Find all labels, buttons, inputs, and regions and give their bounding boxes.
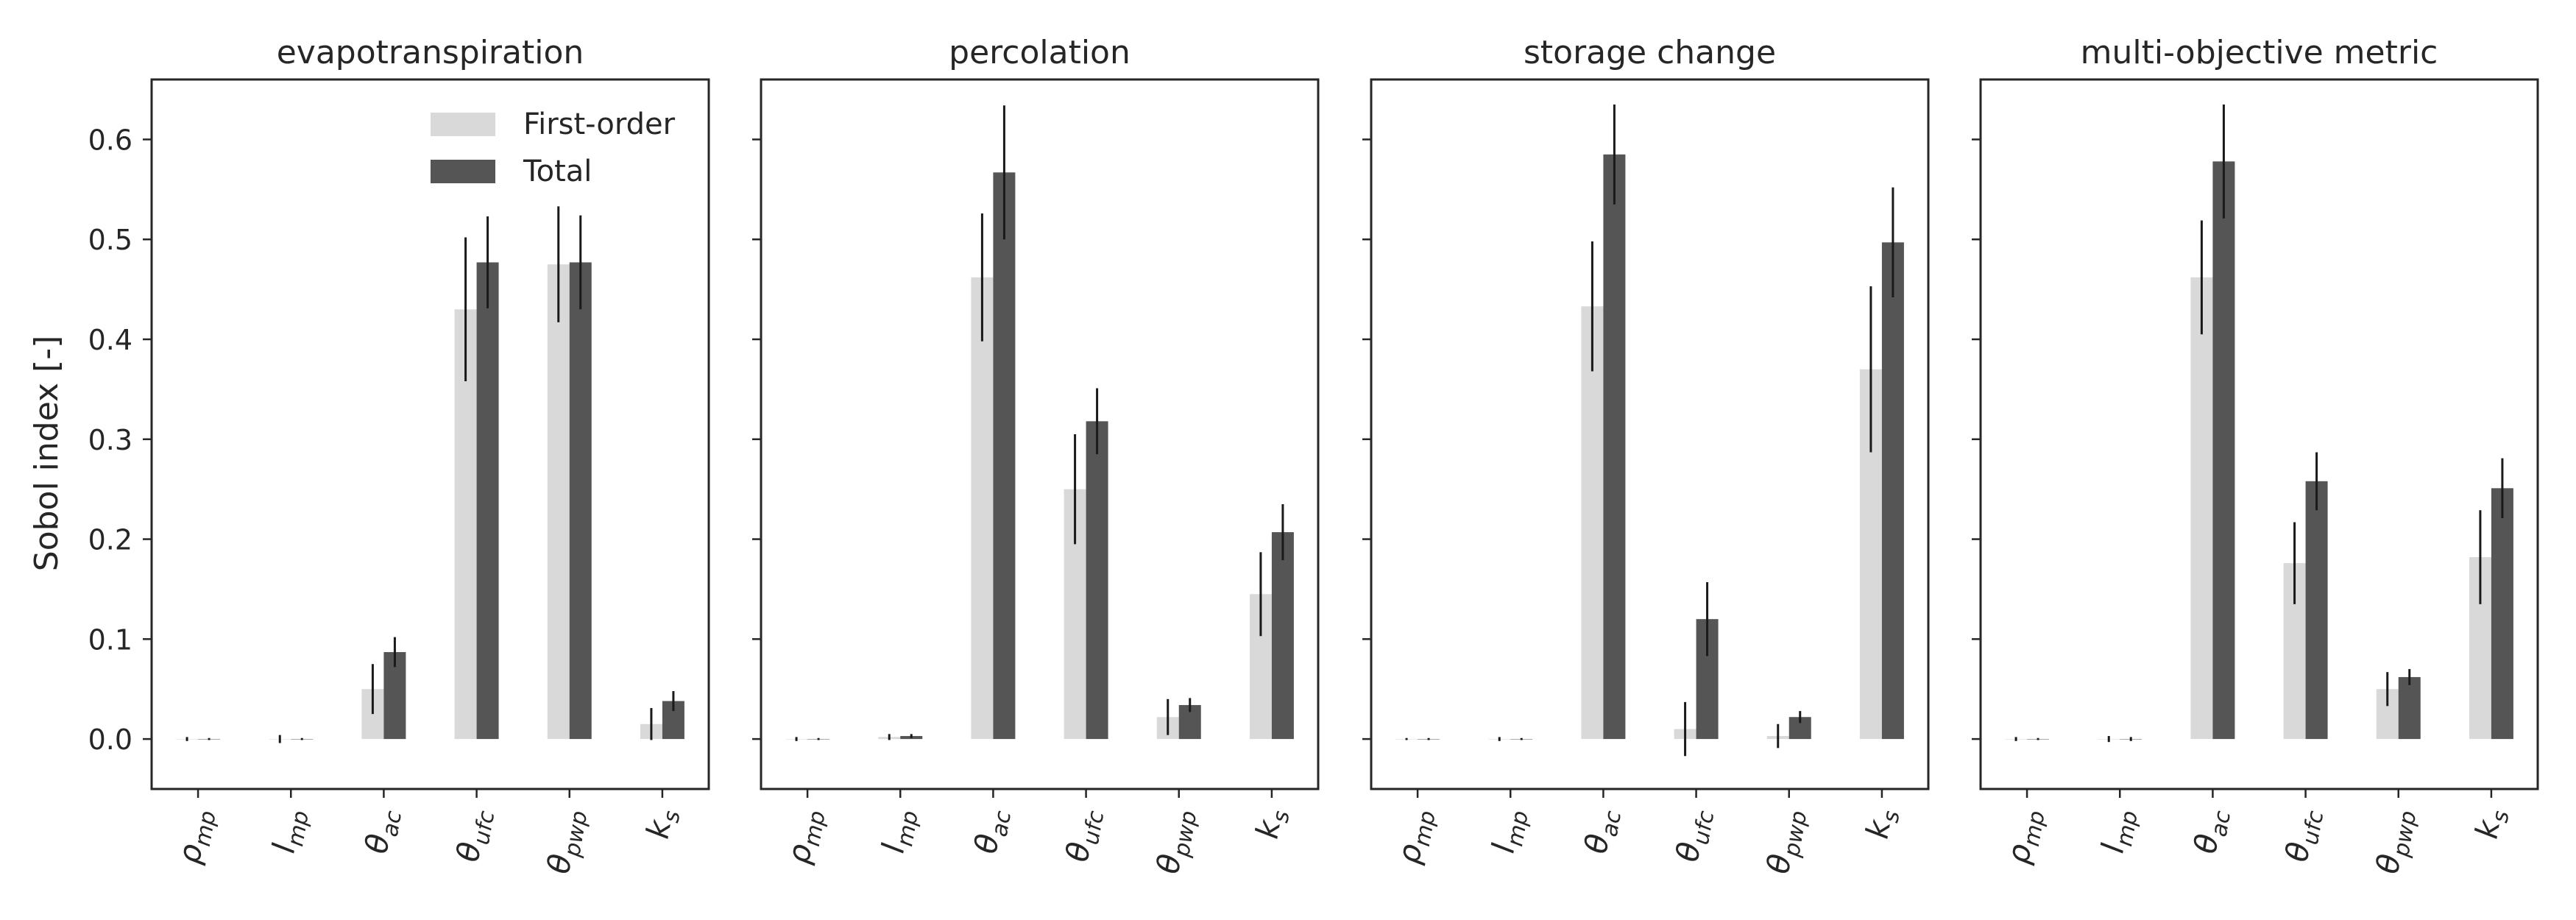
y-tick-label: 0.4 — [88, 324, 132, 356]
y-axis-label: Sobol index [-] — [28, 336, 66, 571]
y-tick-label: 0.6 — [88, 124, 132, 156]
x-tick-label-subscript: mp — [892, 809, 924, 849]
panel-title: storage change — [1524, 34, 1776, 71]
legend: First-order Total — [431, 107, 676, 188]
first-order-bar — [2190, 277, 2213, 740]
x-tick-label-subscript: pwp — [2388, 809, 2422, 860]
x-tick-label: lmp — [2094, 806, 2143, 857]
chart-panels: evapotranspiration 0.0 0.1 0.2 0.3 0.4 0.5 0.6 ρ… — [88, 34, 2539, 877]
total-bar — [569, 262, 592, 740]
x-tick-label: ρmp — [2000, 806, 2050, 868]
x-tick-label-subscript: pwp — [559, 809, 593, 860]
x-tick-label: ks — [640, 806, 686, 842]
total-bar — [993, 172, 1016, 740]
panel-title: multi-objective metric — [2081, 34, 2438, 71]
x-tick-label: θac — [358, 806, 407, 857]
legend-label: First-order — [523, 107, 676, 141]
y-tick-label: 0.3 — [88, 424, 132, 456]
x-tick-label: ks — [2469, 806, 2515, 842]
x-tick-label: θufc — [1669, 806, 1720, 866]
total-bar — [2398, 676, 2421, 740]
legend-swatch — [431, 113, 495, 136]
x-tick-label-subscript: ac — [987, 809, 1017, 839]
x-tick-label: θpwp — [2369, 806, 2421, 877]
first-order-bar — [1581, 306, 1604, 740]
x-tick-label-subscript: ufc — [1078, 809, 1110, 847]
x-tick-label: lmp — [874, 806, 924, 857]
x-tick-label-subscript: ac — [2207, 809, 2237, 839]
total-bar — [1603, 154, 1626, 740]
x-tick-label-subscript: ufc — [1688, 809, 1720, 847]
x-tick-label-subscript: pwp — [1169, 809, 1203, 860]
x-tick-label-subscript: mp — [799, 809, 831, 849]
panel-title: percolation — [949, 34, 1130, 71]
x-tick-label-subscript: mp — [1409, 809, 1441, 849]
total-bar — [2212, 161, 2235, 740]
x-tick-label-subscript: mp — [190, 809, 222, 849]
x-tick-label: θpwp — [1760, 806, 1812, 877]
x-tick-label: ρmp — [171, 806, 222, 868]
y-tick-label: 0.1 — [88, 623, 132, 656]
x-tick-label-subscript: s — [1267, 809, 1295, 824]
total-bar — [1881, 242, 1904, 740]
x-tick-label-subscript: s — [1878, 809, 1905, 824]
x-tick-label-subscript: s — [2487, 809, 2514, 824]
first-order-bar — [547, 264, 570, 740]
x-tick-label: θufc — [450, 806, 500, 866]
panel-title: evapotranspiration — [277, 34, 584, 71]
y-tick-label: 0.2 — [88, 524, 132, 556]
x-tick-label: lmp — [1485, 806, 1534, 857]
x-tick-label-subscript: s — [658, 809, 685, 824]
total-bar — [2305, 481, 2328, 740]
chart-panel-1: evapotranspiration 0.0 0.1 0.2 0.3 0.4 0.5 0.6 ρ… — [88, 34, 710, 877]
x-tick-label-subscript: mp — [283, 809, 314, 849]
plot-frame — [760, 78, 1320, 790]
legend-label: Total — [523, 155, 592, 188]
x-tick-label-subscript: mp — [1502, 809, 1534, 849]
plot-frame — [150, 78, 710, 790]
x-tick-label: ρmp — [780, 806, 831, 868]
total-bar — [476, 262, 499, 740]
x-tick-label-subscript: pwp — [1779, 809, 1813, 860]
x-tick-label: θac — [2187, 806, 2236, 857]
legend-swatch — [431, 160, 495, 183]
total-bar — [1271, 532, 1294, 740]
x-tick-label: lmp — [265, 806, 314, 857]
plot-frame — [1370, 78, 1930, 790]
x-tick-label-subscript: ufc — [2298, 809, 2329, 847]
x-tick-label: ks — [1249, 806, 1295, 842]
x-tick-label-subscript: mp — [2019, 809, 2050, 849]
x-tick-label: ρmp — [1390, 806, 1441, 868]
x-tick-label: θufc — [1059, 806, 1110, 866]
x-tick-label: θac — [1577, 806, 1627, 857]
x-tick-label-subscript: mp — [2112, 809, 2143, 849]
plot-frame — [1979, 78, 2539, 790]
x-tick-label-subscript: ufc — [469, 809, 500, 847]
x-tick-label: θpwp — [540, 806, 592, 877]
x-tick-label: θac — [967, 806, 1016, 857]
x-tick-label: ks — [1859, 806, 1906, 842]
x-tick-label-subscript: ac — [1597, 809, 1627, 839]
x-tick-label: θufc — [2279, 806, 2329, 866]
x-tick-label: θpwp — [1150, 806, 1202, 877]
y-tick-label: 0.0 — [88, 723, 132, 756]
first-order-bar — [971, 277, 994, 740]
total-bar — [1086, 421, 1108, 740]
x-tick-label-subscript: ac — [378, 809, 408, 839]
total-bar — [2491, 488, 2513, 740]
y-tick-label: 0.5 — [88, 224, 132, 256]
